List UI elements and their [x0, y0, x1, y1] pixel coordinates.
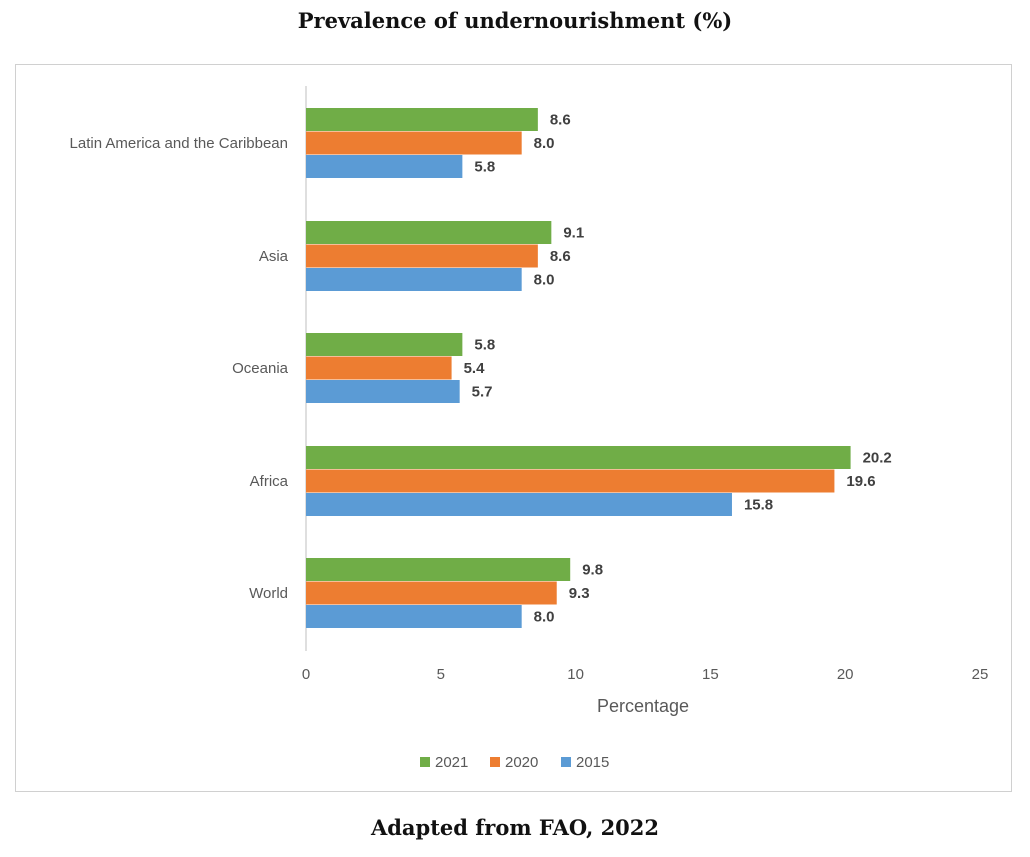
- bar: [306, 558, 571, 581]
- category-label: Oceania: [232, 360, 289, 377]
- data-label: 19.6: [846, 473, 875, 490]
- data-label: 5.8: [474, 159, 495, 176]
- data-label: 15.8: [744, 497, 773, 514]
- x-tick-label: 20: [837, 666, 854, 683]
- source-caption: Adapted from FAO, 2022: [370, 815, 660, 840]
- bar: [306, 268, 522, 291]
- legend-label: 2021: [435, 754, 468, 771]
- data-label: 8.0: [534, 272, 555, 289]
- bar: [306, 221, 552, 244]
- category-label: World: [249, 585, 288, 602]
- bar: [306, 380, 460, 403]
- x-tick-label: 10: [567, 666, 584, 683]
- bar: [306, 605, 522, 628]
- data-label: 9.3: [569, 585, 590, 602]
- x-tick-label: 25: [972, 666, 989, 683]
- data-label: 8.0: [534, 609, 555, 626]
- data-label: 5.7: [472, 384, 493, 401]
- bar: [306, 493, 732, 516]
- bar: [306, 131, 522, 155]
- category-label: Africa: [250, 473, 289, 490]
- data-label: 8.0: [534, 135, 555, 152]
- x-tick-label: 0: [302, 666, 310, 683]
- data-label: 9.8: [582, 562, 603, 579]
- bar: [306, 108, 538, 131]
- x-tick-label: 15: [702, 666, 719, 683]
- data-label: 5.4: [464, 360, 486, 377]
- chart-title: Prevalence of undernourishment (%): [297, 8, 733, 33]
- bar: [306, 469, 835, 493]
- x-axis-title: Percentage: [597, 696, 689, 716]
- data-label: 5.8: [474, 337, 495, 354]
- bar: [306, 333, 463, 356]
- legend-swatch: [420, 757, 430, 767]
- legend-label: 2015: [576, 754, 609, 771]
- data-label: 8.6: [550, 248, 571, 265]
- legend-swatch: [490, 757, 500, 767]
- data-label: 20.2: [863, 450, 892, 467]
- bar: [306, 446, 851, 469]
- legend-swatch: [561, 757, 571, 767]
- bar: [306, 155, 463, 178]
- data-label: 9.1: [563, 225, 584, 242]
- bar: [306, 356, 452, 380]
- data-label: 8.6: [550, 112, 571, 129]
- bar: [306, 581, 557, 605]
- category-label: Asia: [259, 248, 289, 265]
- chart-frame: [15, 64, 1012, 792]
- bar: [306, 244, 538, 268]
- category-label: Latin America and the Caribbean: [70, 135, 288, 152]
- legend-label: 2020: [505, 754, 538, 771]
- x-tick-label: 5: [437, 666, 445, 683]
